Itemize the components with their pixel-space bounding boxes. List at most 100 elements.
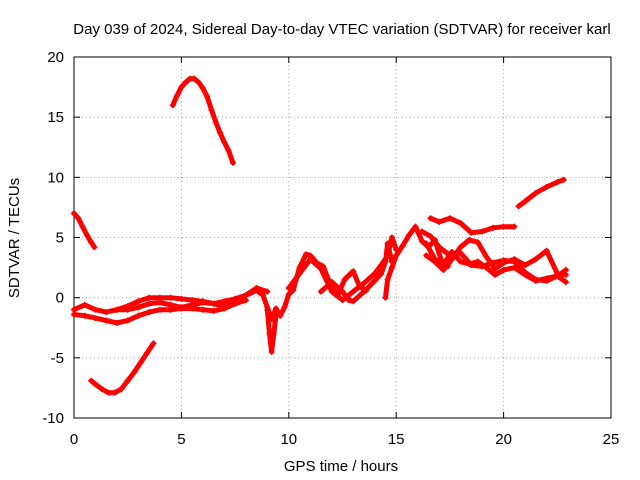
data-point: [210, 300, 217, 307]
data-point: [522, 198, 529, 205]
series-arc-low: [88, 340, 157, 396]
data-point: [208, 106, 215, 113]
data-point: [221, 139, 228, 146]
data-point: [468, 262, 475, 269]
data-point: [318, 265, 325, 272]
data-point: [562, 279, 569, 286]
data-point: [189, 301, 196, 308]
data-point: [210, 307, 217, 314]
data-point: [489, 259, 496, 266]
data-point: [150, 340, 157, 347]
data-point: [79, 223, 86, 230]
data-point: [71, 311, 77, 318]
data-point: [436, 244, 443, 251]
data-point: [92, 381, 99, 388]
y-tick-label: -10: [42, 410, 64, 427]
data-point: [146, 309, 153, 316]
data-point: [468, 229, 475, 236]
data-point: [91, 244, 98, 251]
data-point: [500, 266, 507, 273]
data-point: [111, 389, 118, 396]
data-point: [483, 253, 490, 260]
x-tick-label: 0: [70, 431, 78, 448]
data-point: [225, 147, 232, 154]
data-point: [500, 257, 507, 264]
data-point: [382, 294, 389, 301]
data-point: [440, 260, 447, 267]
data-point: [113, 319, 120, 326]
data-point: [543, 247, 550, 254]
series-line: [428, 215, 517, 236]
y-tick-label: 5: [56, 230, 64, 247]
series-line: [254, 251, 369, 322]
data-point: [146, 300, 153, 307]
data-point: [270, 330, 277, 337]
data-point: [350, 288, 357, 295]
data-point: [423, 252, 430, 259]
data-point: [167, 294, 174, 301]
data-point: [474, 239, 481, 246]
data-point: [515, 203, 522, 210]
data-point: [388, 234, 395, 241]
data-point: [113, 306, 120, 313]
data-point: [232, 300, 239, 307]
data-point: [260, 292, 267, 299]
data-point: [204, 93, 211, 100]
data-point: [554, 273, 561, 280]
data-point: [360, 280, 367, 287]
data-point: [466, 236, 473, 243]
data-point: [98, 386, 105, 393]
data-point: [427, 233, 434, 240]
data-point: [195, 79, 202, 86]
data-point: [543, 277, 550, 284]
series-arc-start: [71, 210, 98, 251]
data-point: [212, 118, 219, 125]
series-mid-spike: [264, 306, 279, 355]
data-point: [500, 223, 507, 230]
data-point: [427, 215, 434, 222]
series-arc-high: [169, 75, 236, 166]
data-point: [492, 271, 499, 278]
data-point: [418, 238, 425, 245]
data-point: [446, 215, 453, 222]
data-point: [264, 288, 271, 295]
data-point: [191, 75, 198, 82]
data-point: [137, 359, 144, 366]
data-point: [371, 270, 378, 277]
data-point: [88, 377, 95, 384]
data-point: [174, 92, 181, 99]
y-tick-label: 10: [47, 169, 64, 186]
data-point: [382, 258, 389, 265]
data-point: [384, 240, 391, 247]
y-tick-label: 0: [56, 290, 64, 307]
y-tick-label: 15: [47, 109, 64, 126]
data-point: [135, 298, 142, 305]
x-axis-label: GPS time / hours: [284, 458, 398, 475]
data-point: [103, 309, 110, 316]
data-point: [296, 270, 303, 277]
data-point: [412, 223, 419, 230]
data-point: [71, 210, 77, 217]
data-point: [532, 189, 539, 196]
series-mid-c: [318, 240, 395, 305]
x-tick-label: 5: [177, 431, 185, 448]
data-point: [350, 268, 357, 275]
series-upper-right: [515, 176, 567, 210]
data-series: [71, 75, 569, 396]
data-point: [199, 299, 206, 306]
data-point: [378, 270, 385, 277]
data-point: [167, 301, 174, 308]
data-point: [92, 306, 99, 313]
data-point: [178, 84, 185, 91]
data-point: [479, 263, 486, 270]
data-point: [532, 276, 539, 283]
data-point: [406, 232, 413, 239]
data-point: [199, 306, 206, 313]
data-point: [307, 256, 314, 263]
series-right-c: [418, 228, 569, 284]
series-line: [170, 76, 236, 166]
data-point: [393, 252, 400, 259]
x-tick-label: 10: [280, 431, 297, 448]
data-point: [83, 232, 90, 239]
